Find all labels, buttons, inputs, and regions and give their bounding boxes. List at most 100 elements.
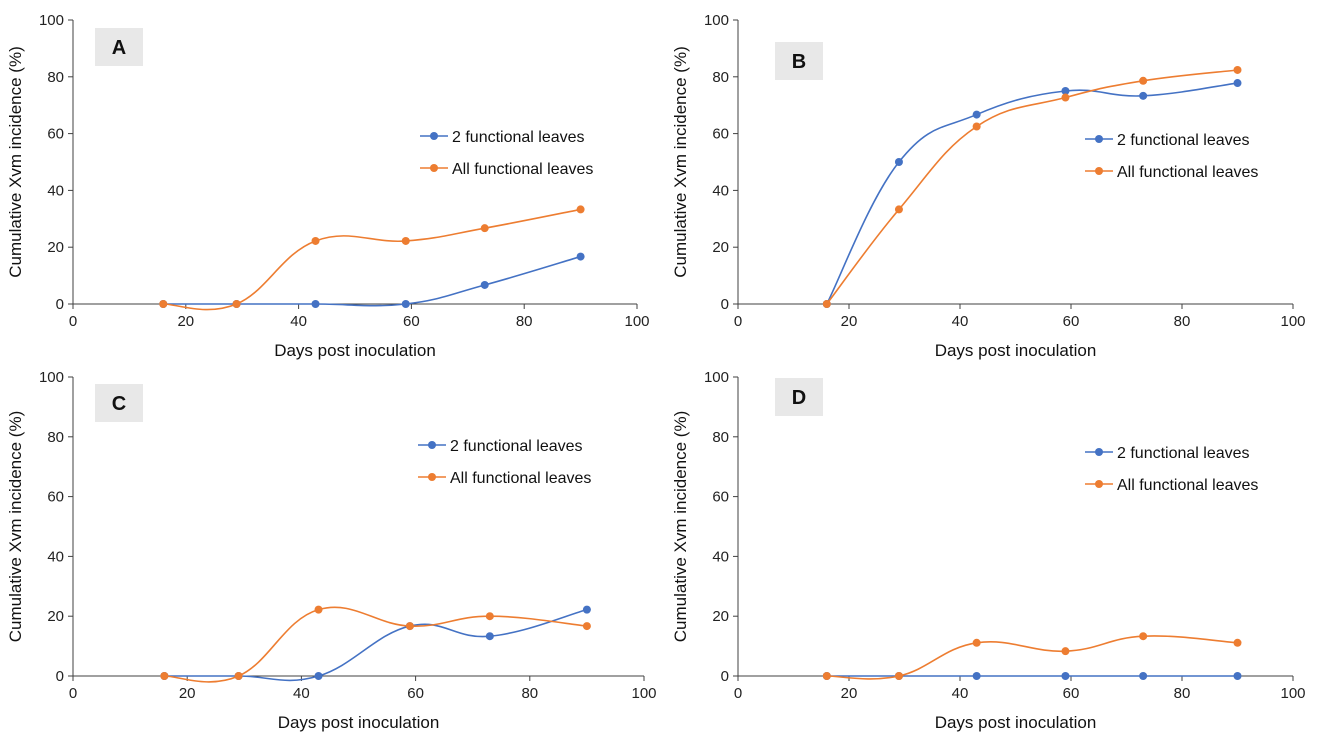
y-tick-label: 60 [712, 489, 729, 506]
y-tick-label: 100 [39, 12, 64, 29]
data-point-series-1 [401, 236, 410, 245]
y-tick-label: 0 [56, 668, 64, 685]
data-point-series-1 [405, 622, 414, 631]
legend-marker [1095, 480, 1103, 488]
data-point-series-1 [1061, 647, 1070, 656]
data-point-series-1 [160, 672, 169, 680]
data-point-series-0 [1233, 79, 1242, 88]
data-point-series-1 [311, 236, 320, 245]
legend-marker [1095, 448, 1103, 456]
x-tick-label: 100 [624, 313, 649, 330]
panel-label-box [95, 384, 143, 422]
chart-panel-d: 0 20 40 60 80 100 0 20 40 60 80 100 Days post inocul… [671, 369, 1306, 732]
series-line-1 [826, 69, 1238, 305]
x-tick-label: 40 [952, 685, 969, 702]
x-tick-label: 60 [1063, 685, 1080, 702]
y-tick-label: 80 [47, 69, 64, 86]
x-tick-label: 0 [69, 685, 77, 702]
y-axis-title: Cumulative Xvm incidence (%) [671, 46, 690, 277]
data-point-series-1 [480, 224, 489, 233]
y-tick-label: 60 [47, 489, 64, 506]
y-tick-label: 80 [712, 429, 729, 446]
data-point-series-0 [311, 300, 320, 308]
data-point-series-1 [1233, 65, 1242, 74]
x-tick-label: 100 [1280, 313, 1305, 330]
y-tick-label: 100 [704, 369, 729, 386]
legend-marker [1095, 135, 1103, 143]
y-tick-label: 40 [712, 182, 729, 199]
legend-marker [1095, 167, 1103, 175]
chart-panel-c: 0 20 40 60 80 100 0 20 40 60 80 100 Days post inocul… [6, 369, 657, 732]
data-point-series-1 [1061, 93, 1070, 102]
series-line-1 [164, 606, 587, 683]
y-axis-title: Cumulative Xvm incidence (%) [6, 46, 25, 277]
panel-label: D [792, 387, 806, 409]
data-point-series-0 [576, 252, 585, 261]
series-line-1 [826, 635, 1238, 680]
y-tick-label: 80 [712, 69, 729, 86]
x-tick-label: 40 [293, 685, 310, 702]
data-point-series-1 [1139, 632, 1148, 641]
x-tick-label: 60 [403, 313, 420, 330]
data-point-series-1 [822, 300, 831, 308]
data-point-series-0 [314, 672, 323, 680]
y-tick-label: 40 [47, 182, 64, 199]
x-axis-title: Days post inoculation [274, 341, 436, 360]
data-point-series-1 [894, 205, 903, 214]
panel-label-box [775, 378, 823, 416]
data-point-series-1 [1139, 76, 1148, 85]
legend-marker [430, 164, 438, 172]
y-tick-label: 40 [47, 548, 64, 565]
data-point-series-1 [972, 638, 981, 647]
x-tick-label: 60 [1063, 313, 1080, 330]
panel-label-box [95, 28, 143, 66]
data-point-series-1 [1233, 638, 1242, 647]
data-point-series-0 [480, 280, 489, 289]
panel-label: A [112, 37, 126, 59]
y-tick-label: 0 [56, 296, 64, 313]
data-point-series-0 [1139, 672, 1148, 680]
legend-label: 2 functional leaves [452, 129, 585, 146]
legend-marker [428, 473, 436, 481]
y-axis-title: Cumulative Xvm incidence (%) [671, 411, 690, 642]
data-point-series-0 [1139, 91, 1148, 100]
x-tick-label: 60 [407, 685, 424, 702]
x-tick-label: 80 [1174, 313, 1191, 330]
x-tick-label: 0 [734, 313, 742, 330]
y-tick-label: 20 [712, 239, 729, 256]
legend-label: 2 functional leaves [1117, 132, 1250, 149]
x-tick-label: 20 [177, 313, 194, 330]
data-point-series-0 [894, 158, 903, 166]
legend-label: 2 functional leaves [1117, 445, 1250, 462]
legend-label: All functional leaves [1117, 477, 1258, 494]
data-point-series-0 [582, 605, 591, 614]
x-tick-label: 40 [290, 313, 307, 330]
x-tick-label: 80 [1174, 685, 1191, 702]
panel-label-box [775, 42, 823, 80]
legend-label: All functional leaves [452, 161, 593, 178]
x-tick-label: 100 [631, 685, 656, 702]
y-tick-label: 100 [39, 369, 64, 386]
y-axis-title: Cumulative Xvm incidence (%) [6, 411, 25, 642]
legend-label: 2 functional leaves [450, 438, 583, 455]
data-point-series-1 [576, 205, 585, 214]
x-tick-label: 100 [1280, 685, 1305, 702]
data-point-series-0 [1061, 87, 1070, 95]
y-tick-label: 40 [712, 548, 729, 565]
x-tick-label: 0 [734, 685, 742, 702]
x-tick-label: 80 [516, 313, 533, 330]
data-point-series-0 [972, 672, 981, 680]
legend-marker [430, 132, 438, 140]
series-line-0 [164, 608, 588, 682]
data-point-series-0 [972, 110, 981, 119]
legend-marker [428, 441, 436, 449]
panel-label: B [792, 51, 806, 73]
data-point-series-1 [485, 612, 494, 621]
x-tick-label: 20 [179, 685, 196, 702]
series-line-0 [826, 82, 1238, 305]
data-point-series-1 [822, 672, 831, 680]
x-tick-label: 80 [521, 685, 538, 702]
series-line-1 [163, 208, 581, 311]
data-point-series-1 [234, 672, 243, 680]
x-tick-label: 20 [841, 313, 858, 330]
